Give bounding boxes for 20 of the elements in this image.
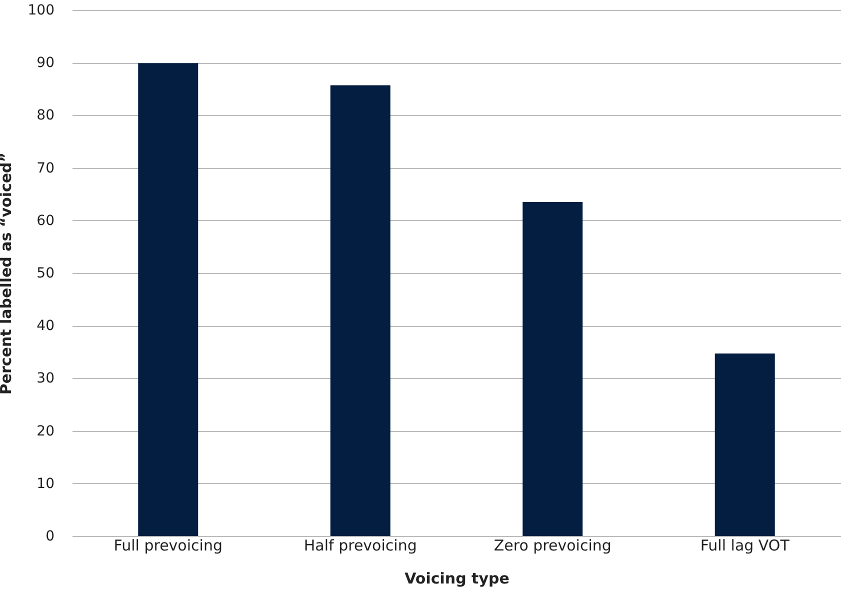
x-tick-label: Full lag VOT xyxy=(700,536,790,554)
y-tick-label: 40 xyxy=(36,318,54,334)
bar xyxy=(330,85,390,536)
x-tick-label: Zero prevoicing xyxy=(494,536,612,554)
bar xyxy=(138,63,198,536)
y-tick-label: 10 xyxy=(36,476,54,492)
bar xyxy=(714,353,775,536)
y-tick-label: 20 xyxy=(36,423,54,440)
y-tick-label: 70 xyxy=(36,160,54,176)
bar xyxy=(522,202,583,536)
y-tick-label: 80 xyxy=(36,108,54,124)
y-tick-label: 0 xyxy=(46,528,54,544)
x-tick-label: Full prevoicing xyxy=(114,536,222,554)
y-tick-label: 90 xyxy=(36,55,54,72)
x-axis-title: Voicing type xyxy=(404,570,510,588)
y-tick-label: 50 xyxy=(36,266,54,282)
y-tick-label: 60 xyxy=(36,212,54,229)
x-tick-label: Half prevoicing xyxy=(304,536,417,554)
y-tick-label: 100 xyxy=(28,2,54,18)
y-tick-label: 30 xyxy=(36,370,54,387)
